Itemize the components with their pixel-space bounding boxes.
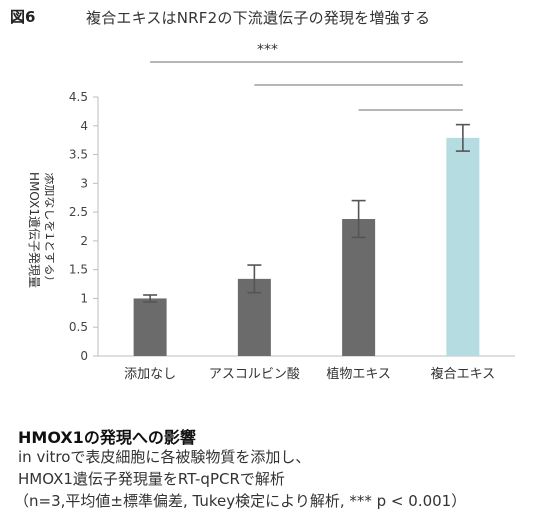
bar bbox=[133, 298, 167, 356]
y-tick-label: 4 bbox=[80, 119, 88, 133]
y-tick-label: 1.5 bbox=[69, 263, 88, 277]
y-axis-title: HMOX1遺伝子発現量 添加なしを1とする） bbox=[27, 172, 54, 288]
caption-line-3: （n=3,平均値±標準偏差, Tukey検定により解析, *** p < 0.0… bbox=[14, 492, 467, 510]
figure-title: 複合エキスはNRF2の下流遺伝子の発現を増強する bbox=[86, 9, 431, 27]
bar bbox=[342, 219, 376, 356]
caption-line-1: in vitroで表皮細胞に各被験物質を添加し、 bbox=[18, 448, 311, 466]
y-tick-label: 4.5 bbox=[69, 90, 88, 104]
caption-line-2: HMOX1遺伝子発現量をRT-qPCRで解析 bbox=[18, 470, 285, 488]
significance-label: *** bbox=[257, 42, 278, 58]
y-tick-label: 2 bbox=[80, 234, 88, 248]
y-tick-label: 0 bbox=[80, 349, 88, 363]
x-tick-label: アスコルビン酸 bbox=[209, 367, 300, 382]
figure-label: 図6 bbox=[10, 8, 36, 26]
bar bbox=[446, 137, 480, 356]
x-tick-label: 植物エキス bbox=[326, 367, 391, 382]
y-axis-title-line1: HMOX1遺伝子発現量 bbox=[27, 172, 42, 288]
caption-heading: HMOX1の発現への影響 bbox=[18, 428, 196, 447]
y-tick-label: 3 bbox=[80, 176, 88, 190]
y-tick-label: 0.5 bbox=[69, 320, 88, 334]
x-tick-label: 複合エキス bbox=[431, 366, 496, 382]
y-axis-title-line2: 添加なしを1とする） bbox=[43, 172, 54, 287]
y-tick-label: 1 bbox=[80, 291, 88, 305]
bar-chart: 0 0.5 1 1.5 2 2.5 3 3.5 4 4.5 添加なし アスコルビン酸 植物エキス 複合エキ… bbox=[69, 61, 515, 382]
y-tick-label: 2.5 bbox=[69, 205, 88, 219]
x-tick-label: 添加なし bbox=[124, 367, 176, 382]
y-tick-label: 3.5 bbox=[69, 148, 88, 162]
